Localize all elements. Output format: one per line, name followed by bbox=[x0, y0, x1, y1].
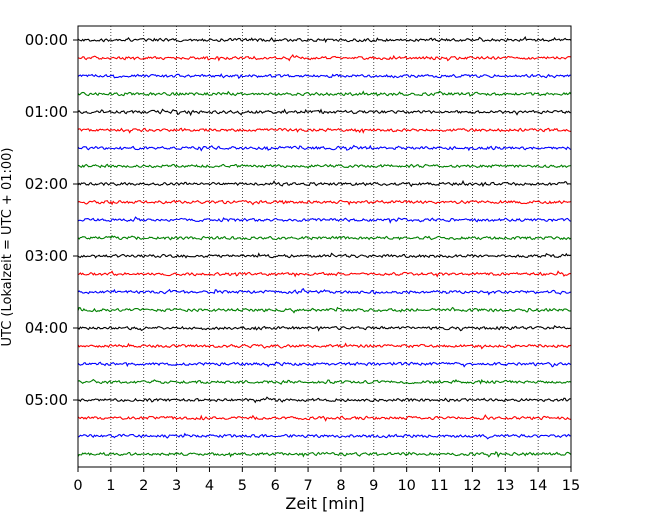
seismogram-trace bbox=[77, 361, 572, 368]
y-tick-label: 03:00 bbox=[25, 247, 68, 265]
x-axis-label: Zeit [min] bbox=[285, 494, 364, 513]
y-axis-label: UTC (Lokalzeit = UTC + 01:00) bbox=[0, 148, 15, 347]
y-tick-label: 00:00 bbox=[25, 31, 68, 49]
y-tick-label: 04:00 bbox=[25, 319, 68, 337]
seismogram-trace bbox=[77, 414, 572, 422]
seismogram-trace bbox=[77, 163, 572, 170]
seismogram-trace bbox=[77, 451, 572, 458]
x-tick-label: 13 bbox=[496, 478, 514, 494]
seismogram-trace bbox=[77, 432, 572, 440]
traces bbox=[77, 35, 572, 458]
x-tick-label: 7 bbox=[303, 478, 312, 494]
y-tick-label: 05:00 bbox=[25, 391, 68, 409]
x-tick-label: 0 bbox=[73, 478, 82, 494]
x-tick-label: 8 bbox=[336, 478, 345, 494]
seismogram-trace bbox=[77, 234, 572, 241]
x-tick-label: 10 bbox=[397, 478, 415, 494]
seismogram-trace bbox=[77, 73, 572, 80]
y-axis-ticks: 00:00 01:00 02:00 03:00 04:00 05:00 bbox=[25, 31, 78, 409]
x-tick-label: 4 bbox=[205, 478, 214, 494]
seismogram-trace bbox=[77, 270, 572, 278]
seismogram-trace bbox=[77, 54, 572, 62]
y-tick-label: 01:00 bbox=[25, 103, 68, 121]
seismogram-trace bbox=[77, 306, 572, 314]
seismogram-trace bbox=[77, 35, 572, 44]
x-tick-label: 11 bbox=[430, 478, 448, 494]
seismogram-trace bbox=[77, 144, 572, 152]
seismogram-trace bbox=[77, 216, 572, 224]
x-axis-ticks: 0 1 2 3 4 5 6 7 8 9 10 11 12 13 14 15 bbox=[73, 467, 580, 494]
seismogram-trace bbox=[77, 287, 572, 296]
plot-frame bbox=[77, 25, 572, 468]
x-tick-label: 5 bbox=[238, 478, 247, 494]
seismogram-trace bbox=[77, 179, 572, 188]
grid-lines bbox=[110, 26, 539, 467]
x-tick-label: 15 bbox=[562, 478, 580, 494]
seismogram-trace bbox=[77, 378, 572, 385]
seismogram-trace bbox=[77, 325, 572, 332]
seismogram-trace bbox=[77, 90, 572, 97]
x-tick-label: 12 bbox=[463, 478, 481, 494]
seismogram-trace bbox=[77, 252, 572, 259]
x-tick-label: 9 bbox=[369, 478, 378, 494]
x-tick-label: 14 bbox=[529, 478, 547, 494]
seismogram-trace bbox=[77, 199, 572, 206]
seismogram-trace bbox=[77, 108, 572, 117]
seismogram-trace bbox=[77, 127, 572, 134]
seismogram-trace bbox=[77, 342, 572, 350]
y-tick-label: 02:00 bbox=[25, 175, 68, 193]
seismogram-trace bbox=[77, 396, 572, 404]
x-tick-label: 6 bbox=[271, 478, 280, 494]
x-tick-label: 1 bbox=[106, 478, 115, 494]
x-tick-label: 3 bbox=[172, 478, 181, 494]
x-tick-label: 2 bbox=[139, 478, 148, 494]
